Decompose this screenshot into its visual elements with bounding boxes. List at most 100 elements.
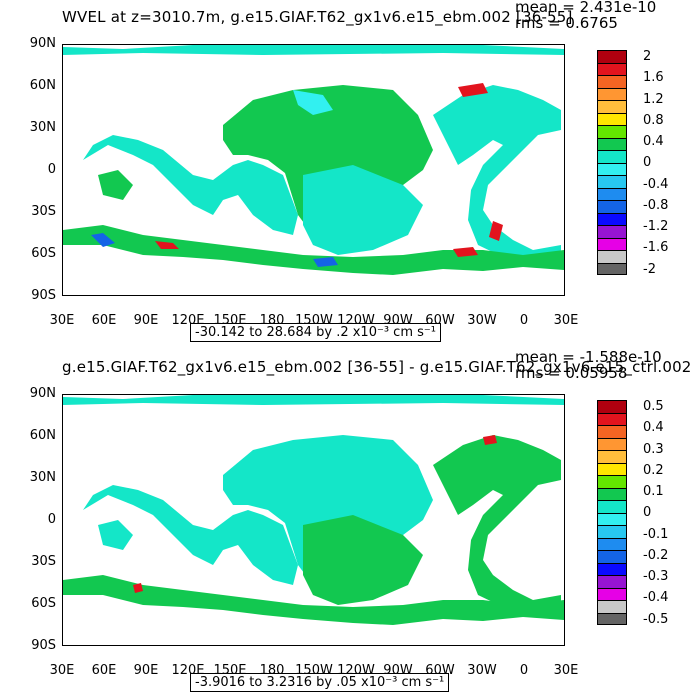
- colorbar-cell: [597, 62, 627, 75]
- lat-label: 30N: [29, 470, 56, 485]
- colorbar-label: -0.4: [643, 590, 669, 606]
- colorbar-label: -0.3: [643, 569, 669, 584]
- lon-label: 0: [519, 313, 529, 328]
- colorbar-label: 0.3: [643, 441, 664, 457]
- colorbar-cell: [597, 600, 627, 613]
- lon-label: 30W: [467, 313, 497, 328]
- lat-label: 30S: [31, 204, 56, 219]
- pacific-ocean-south: [303, 165, 423, 255]
- lat-label: 60S: [31, 246, 56, 261]
- ocean-patch: [98, 170, 133, 200]
- colorbar-label: 0: [643, 505, 652, 521]
- lon-label: 30E: [553, 663, 579, 678]
- colorbar-cell: [597, 212, 627, 225]
- lon-label: 90E: [133, 313, 159, 328]
- colorbar-cell: [597, 262, 627, 275]
- lon-label: 90E: [133, 663, 159, 678]
- colorbar: [597, 400, 627, 625]
- lat-label: 0: [47, 162, 56, 177]
- mean-stat: mean = -1.588e-10: [515, 348, 662, 366]
- colorbar-label: -0.8: [643, 197, 669, 213]
- map-plot: [62, 44, 565, 296]
- range-caption: -3.9016 to 3.2316 by .05 x10⁻³ cm s⁻¹: [190, 673, 450, 692]
- colorbar-cell: [597, 150, 627, 163]
- colorbar-cell: [597, 475, 627, 488]
- mean-stat: mean = 2.431e-10: [515, 0, 657, 16]
- lat-label: 90S: [31, 638, 56, 653]
- ocean-patch: [313, 257, 338, 267]
- indian-ocean: [83, 485, 298, 585]
- atlantic-ocean: [433, 435, 561, 615]
- lon-label: 30E: [553, 313, 579, 328]
- colorbar-cell: [597, 137, 627, 150]
- ocean-patch: [489, 221, 503, 241]
- colorbar-label: -0.5: [643, 611, 669, 627]
- lat-label: 30S: [31, 554, 56, 569]
- ocean-field-svg: [63, 395, 564, 625]
- colorbar-cell: [597, 587, 627, 600]
- lat-label: 90N: [29, 36, 56, 51]
- ocean-patch: [483, 435, 497, 445]
- panel-bottom: g.e15.GIAF.T62_gx1v6.e15_ebm.002 [36-55]…: [0, 348, 700, 700]
- ocean-patch: [133, 583, 143, 593]
- lon-label: 30E: [49, 313, 75, 328]
- ocean-patch: [293, 90, 333, 115]
- colorbar-cell: [597, 87, 627, 100]
- rms-stat: rms = 0.6765: [515, 14, 618, 32]
- colorbar-cell: [597, 537, 627, 550]
- colorbar-label: -0.1: [643, 526, 669, 542]
- ocean-patch: [458, 83, 488, 97]
- colorbar-label: 0.4: [643, 134, 664, 149]
- colorbar-label: -2: [643, 261, 656, 277]
- lat-label: 90S: [31, 288, 56, 303]
- colorbar-cell: [597, 50, 627, 63]
- ocean-patch: [155, 241, 179, 249]
- colorbar-cell: [597, 400, 627, 413]
- southern-ocean: [63, 575, 564, 625]
- colorbar-cell: [597, 187, 627, 200]
- lat-label: 60N: [29, 428, 56, 443]
- plot-title: WVEL at z=3010.7m, g.e15.GIAF.T62_gx1v6.…: [62, 8, 573, 26]
- lon-label: 30E: [49, 663, 75, 678]
- lon-label: 60E: [91, 313, 117, 328]
- lat-label: 30N: [29, 120, 56, 135]
- colorbar-cell: [597, 100, 627, 113]
- colorbar-cell: [597, 225, 627, 238]
- lon-label: 60E: [91, 663, 117, 678]
- colorbar-cell: [597, 525, 627, 538]
- panel-top: WVEL at z=3010.7m, g.e15.GIAF.T62_gx1v6.…: [29, 0, 669, 342]
- rms-stat: rms = 0.05958: [515, 364, 628, 382]
- colorbar-cell: [597, 450, 627, 463]
- plot-title: g.e15.GIAF.T62_gx1v6.e15_ebm.002 [36-55]…: [62, 358, 692, 376]
- colorbar-label: 0.4: [643, 420, 664, 436]
- colorbar-cell: [597, 500, 627, 513]
- colorbar-label: 0.8: [643, 112, 664, 128]
- colorbar-cell: [597, 175, 627, 188]
- colorbar-cell: [597, 550, 627, 563]
- colorbar-cell: [597, 250, 627, 263]
- ocean-patch: [91, 233, 115, 247]
- colorbar-label: 0.1: [643, 484, 664, 499]
- colorbar-cell: [597, 75, 627, 88]
- colorbar-cell: [597, 125, 627, 138]
- ocean-patch: [453, 247, 478, 257]
- colorbar-cell: [597, 562, 627, 575]
- indian-ocean: [83, 135, 298, 235]
- colorbar-label: -1.2: [643, 219, 669, 234]
- colorbar: [597, 50, 627, 275]
- colorbar-label: -1.6: [643, 240, 669, 256]
- colorbar-cell: [597, 487, 627, 500]
- lat-label: 90N: [29, 386, 56, 401]
- colorbar-cell: [597, 437, 627, 450]
- southern-ocean: [63, 225, 564, 275]
- atlantic-ocean: [433, 85, 561, 265]
- colorbar-label: 0.5: [643, 399, 664, 414]
- colorbar-cell: [597, 112, 627, 125]
- colorbar-cell: [597, 575, 627, 588]
- colorbar-label: 1.2: [643, 91, 664, 107]
- colorbar-cell: [597, 425, 627, 438]
- lat-label: 60N: [29, 78, 56, 93]
- lon-label: 0: [519, 663, 529, 678]
- arctic-ocean: [63, 395, 564, 405]
- colorbar-cell: [597, 237, 627, 250]
